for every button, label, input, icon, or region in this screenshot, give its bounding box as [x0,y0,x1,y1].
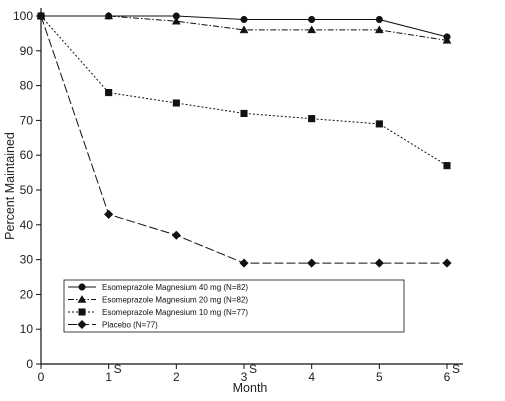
legend-marker [77,294,87,303]
legend-entry: Placebo (N=77) [68,319,158,330]
data-point [239,258,249,268]
legend-marker [78,283,86,291]
series-line [40,15,447,264]
series-square [37,12,451,170]
data-point [442,35,452,44]
series-line [40,15,448,167]
y-ticks: 0 10 20 30 40 50 60 70 80 90 100 [13,9,41,371]
data-point [307,258,317,268]
data-point [104,209,114,220]
legend-entry: Esomeprazole Magnesium 40 mg (N=82) [68,283,248,292]
data-point [375,15,383,24]
y-tick-label: 10 [20,322,34,336]
data-point [374,25,384,34]
legend-box [63,279,405,333]
data-point [239,25,249,34]
legend-label: Esomeprazole Magnesium 40 mg (N=82) [102,283,248,292]
data-point [36,11,46,21]
series-layer [36,11,452,268]
x-tick-suffix: S [114,362,122,376]
x-tick-label: 5 [376,370,383,384]
y-tick-label: 50 [20,183,34,197]
x-tick-label: 0 [38,370,45,384]
data-point [308,115,316,123]
legend-marker [77,319,87,330]
y-tick-label: 100 [13,9,33,23]
y-tick-label: 60 [20,148,34,162]
y-tick-label: 20 [20,287,34,301]
data-point [171,230,181,240]
y-tick-label: 80 [20,79,34,93]
axes [40,8,463,365]
x-tick-suffix: S [452,362,460,376]
series-diamond [36,11,452,268]
legend: Esomeprazole Magnesium 40 mg (N=82) Esome… [63,279,405,333]
legend-marker [78,308,86,316]
legend-label: Esomeprazole Magnesium 10 mg (N=77) [102,308,248,317]
x-tick-label: 3 [241,370,248,384]
data-point [240,109,248,117]
x-tick-label: 2 [173,370,180,384]
y-tick-label: 40 [20,218,34,232]
data-point [240,15,248,24]
legend-entry: Esomeprazole Magnesium 10 mg (N=77) [68,308,248,317]
data-point [172,99,180,107]
legend-entry: Esomeprazole Magnesium 20 mg (N=82) [68,294,248,305]
y-tick-label: 0 [26,357,33,371]
data-point [375,120,383,128]
data-point [374,258,384,268]
data-point [307,25,317,34]
data-point [308,15,316,24]
x-ticks: 0 1S2 3S4 5 6S [38,362,460,384]
y-tick-label: 70 [20,113,34,127]
y-axis-title: Percent Maintained [3,132,17,240]
data-point [171,16,181,25]
y-tick-label: 30 [20,253,34,267]
legend-label: Placebo (N=77) [102,321,158,330]
data-point [104,11,114,20]
data-point [442,258,452,268]
x-tick-label: 4 [308,370,315,384]
data-point [105,89,113,97]
legend-label: Esomeprazole Magnesium 20 mg (N=82) [102,296,248,305]
x-axis-title: Month [233,381,268,395]
data-point [443,162,451,170]
legend-entries: Esomeprazole Magnesium 40 mg (N=82) Esome… [68,283,248,330]
y-tick-label: 90 [20,44,34,58]
x-tick-suffix: S [249,362,257,376]
x-tick-label: 1 [105,370,112,384]
x-tick-label: 6 [444,370,451,384]
